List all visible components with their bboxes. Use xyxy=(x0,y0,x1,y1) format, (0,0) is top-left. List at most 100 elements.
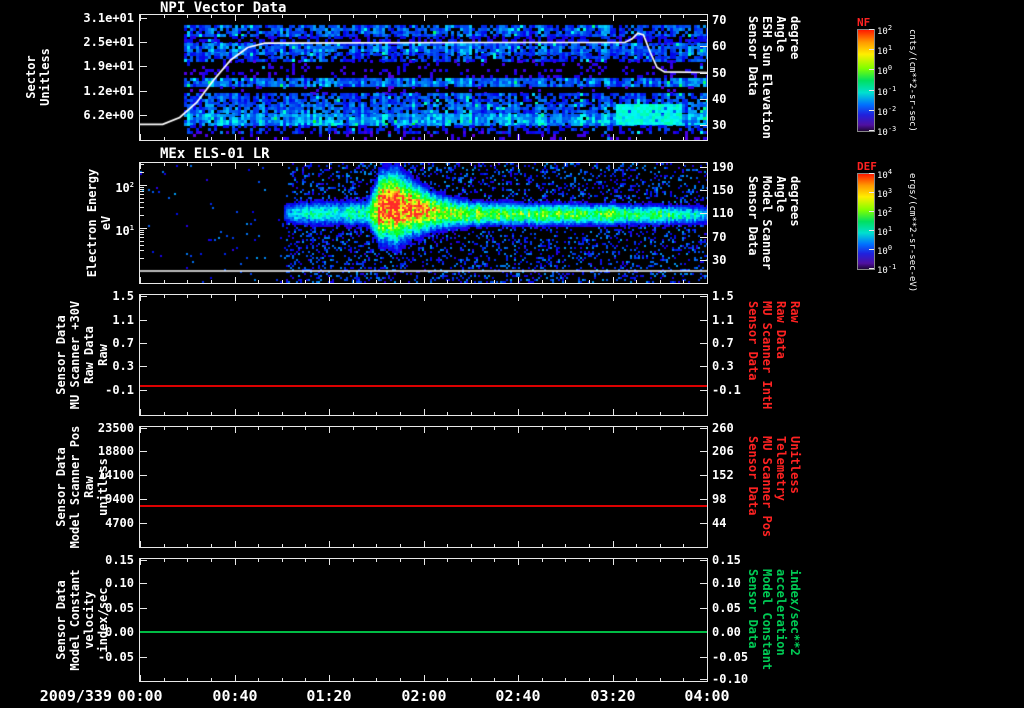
x-tick-mark xyxy=(447,544,448,547)
x-tick-mark xyxy=(613,675,614,681)
x-tick-label: 00:00 xyxy=(117,687,163,705)
y-tick-mark xyxy=(140,320,147,321)
x-tick-mark xyxy=(683,295,684,298)
axis-label-line: Telemetry xyxy=(774,436,788,502)
y-tick-label: -0.05 xyxy=(712,650,749,664)
x-tick-mark xyxy=(707,541,708,547)
x-tick-mark xyxy=(542,559,543,562)
y-tick-label: 152 xyxy=(712,468,734,482)
els-spectrogram-canvas xyxy=(140,163,707,283)
colorbar-tick-mark xyxy=(869,230,874,231)
y-tick-label: 18800 xyxy=(97,444,134,458)
x-tick-mark xyxy=(424,559,425,565)
x-tick-mark xyxy=(258,412,259,415)
y-tick-label: 1.9e+01 xyxy=(83,59,134,73)
y-minor-tick-mark xyxy=(140,172,144,173)
x-tick-mark xyxy=(683,163,684,166)
axis-label-line: Unitless xyxy=(38,48,52,106)
y-minor-tick-mark xyxy=(140,241,144,242)
y-tick-mark xyxy=(700,20,707,21)
x-tick-mark xyxy=(613,409,614,415)
x-tick-mark xyxy=(683,15,684,18)
x-tick-mark xyxy=(707,675,708,681)
x-tick-mark xyxy=(140,559,141,565)
y-tick-mark xyxy=(140,42,147,43)
x-tick-mark xyxy=(565,559,566,562)
y-tick-label: 110 xyxy=(712,206,734,220)
y-tick-label: -0.10 xyxy=(712,672,749,686)
x-tick-mark xyxy=(518,15,519,21)
y-tick-label: 70 xyxy=(712,13,727,27)
x-tick-mark xyxy=(542,15,543,18)
y-tick-label: 102 xyxy=(115,181,134,195)
y-tick-label: 40 xyxy=(712,92,727,106)
x-tick-mark xyxy=(447,678,448,681)
x-tick-mark xyxy=(235,277,236,283)
colorbar-tick-label: 100 xyxy=(877,64,893,77)
x-tick-mark xyxy=(589,678,590,681)
axis-label-line: Angle xyxy=(774,176,788,213)
x-tick-mark xyxy=(400,559,401,562)
x-tick-mark xyxy=(140,427,141,433)
x-tick-mark xyxy=(353,412,354,415)
x-tick-mark xyxy=(565,678,566,681)
panel-mu-scanner-raw xyxy=(139,294,708,416)
y-tick-label: 1.1 xyxy=(712,313,734,327)
x-tick-mark xyxy=(542,163,543,166)
x-tick-mark xyxy=(471,559,472,562)
x-tick-mark xyxy=(211,544,212,547)
colorbar-tick-label: 101 xyxy=(877,44,893,57)
y-minor-tick-mark xyxy=(140,164,144,165)
x-tick-mark xyxy=(589,137,590,140)
y-tick-label: 30 xyxy=(712,118,727,132)
axis-label-line: Unitless xyxy=(788,436,802,495)
x-tick-mark xyxy=(589,280,590,283)
x-tick-mark xyxy=(211,15,212,18)
x-tick-mark xyxy=(424,295,425,301)
x-tick-mark xyxy=(660,559,661,562)
x-tick-mark xyxy=(282,163,283,166)
y-tick-label: 1.5 xyxy=(112,289,134,303)
x-tick-mark xyxy=(258,295,259,298)
x-tick-mark xyxy=(211,559,212,562)
x-tick-mark xyxy=(447,295,448,298)
x-tick-mark xyxy=(471,544,472,547)
x-tick-mark xyxy=(164,137,165,140)
data-line xyxy=(140,505,707,507)
axis-label-line: Angle xyxy=(774,16,788,53)
x-tick-mark xyxy=(187,427,188,430)
x-tick-mark xyxy=(542,678,543,681)
x-tick-mark xyxy=(400,295,401,298)
x-tick-mark xyxy=(376,163,377,166)
y-tick-mark xyxy=(140,475,147,476)
y-minor-tick-mark xyxy=(140,202,144,203)
y-tick-mark xyxy=(700,296,707,297)
x-tick-mark xyxy=(353,15,354,18)
x-tick-mark xyxy=(471,412,472,415)
y-tick-mark xyxy=(700,190,707,191)
y-tick-mark xyxy=(700,499,707,500)
y-minor-tick-mark xyxy=(140,232,144,233)
x-tick-mark xyxy=(305,412,306,415)
x-tick-mark xyxy=(707,134,708,140)
y-minor-tick-mark xyxy=(140,245,144,246)
y-tick-mark xyxy=(140,343,147,344)
colorbar-tick-mark xyxy=(869,130,874,131)
x-tick-mark xyxy=(258,678,259,681)
x-tick-mark xyxy=(305,280,306,283)
y-minor-tick-mark xyxy=(140,191,144,192)
x-tick-mark xyxy=(494,427,495,430)
x-tick-mark xyxy=(707,295,708,301)
x-tick-mark xyxy=(400,137,401,140)
x-tick-mark xyxy=(329,409,330,415)
y-tick-label: 260 xyxy=(712,421,734,435)
x-tick-mark xyxy=(660,15,661,18)
x-tick-mark xyxy=(329,559,330,565)
x-tick-mark xyxy=(329,163,330,169)
x-tick-mark xyxy=(305,163,306,166)
y-tick-label: -0.05 xyxy=(97,650,134,664)
x-tick-mark xyxy=(282,427,283,430)
y-tick-mark xyxy=(140,366,147,367)
x-tick-mark xyxy=(589,559,590,562)
x-tick-mark xyxy=(187,412,188,415)
